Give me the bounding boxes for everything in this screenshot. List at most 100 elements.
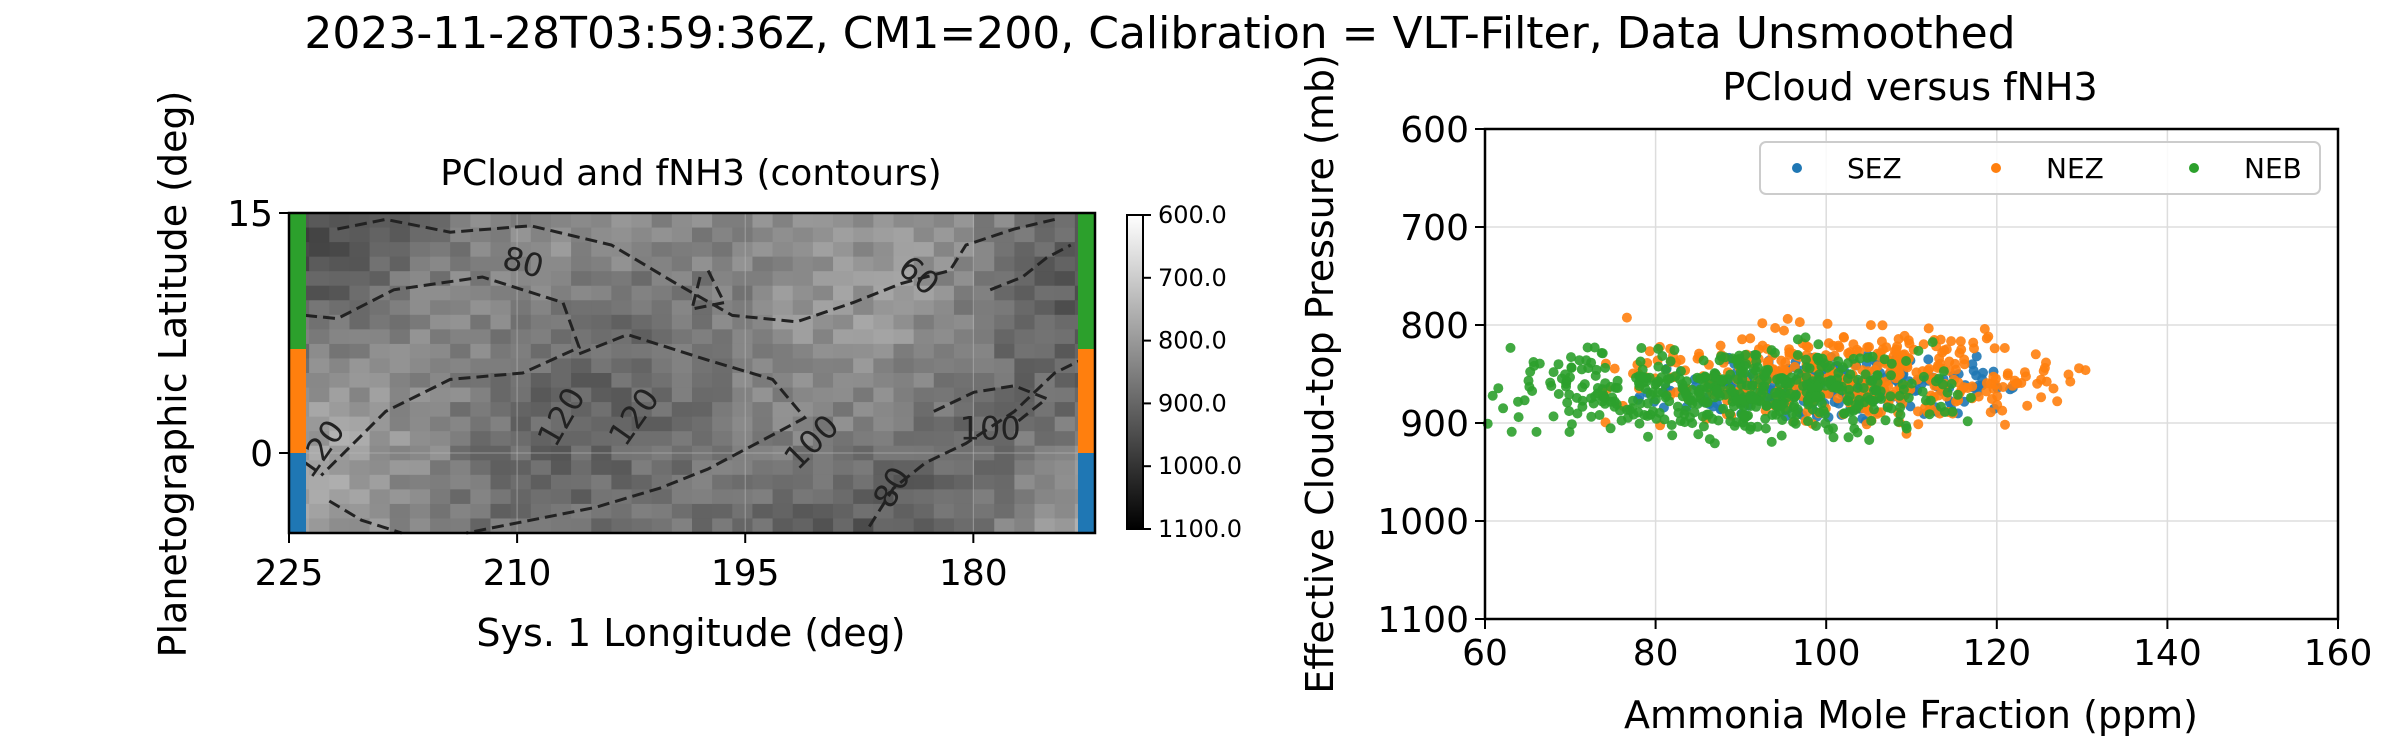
heatmap-cell	[893, 373, 915, 389]
colorbar-tick-label: 700.0	[1158, 264, 1227, 292]
heatmap-cell	[470, 489, 492, 505]
heatmap-cell	[631, 431, 653, 447]
heatmap-cell	[309, 474, 330, 490]
heatmap-cell	[1054, 518, 1076, 534]
heatmap-cell	[853, 329, 874, 345]
heatmap-cell	[409, 503, 431, 520]
heatmap-cell	[792, 460, 814, 476]
heatmap-cell	[349, 387, 371, 403]
y-tick-label: 900	[1400, 404, 1469, 445]
scatter-point-neb	[1669, 345, 1680, 356]
heatmap-cell	[812, 329, 834, 345]
heatmap-cell	[309, 489, 330, 505]
scatter-point-neb	[1820, 380, 1831, 391]
heatmap-cell	[389, 373, 411, 389]
heatmap-x-axis-label: Sys. 1 Longitude (deg)	[476, 611, 905, 655]
scatter-point-neb	[1751, 356, 1762, 367]
scatter-point-neb	[1813, 339, 1824, 350]
heatmap-cell	[853, 387, 874, 403]
heatmap-cell	[530, 256, 552, 272]
scatter-x-ticks: 60 80 100 120 140 160	[1462, 619, 2372, 674]
heatmap-cell	[812, 358, 834, 374]
heatmap-cell	[591, 213, 612, 229]
heatmap-cell	[631, 503, 653, 520]
heatmap-cell	[913, 460, 935, 476]
heatmap-cell	[893, 402, 915, 418]
heatmap-cell	[792, 358, 814, 374]
zone-band-right	[1078, 213, 1095, 349]
heatmap-cell	[329, 329, 351, 345]
scatter-point-neb	[1581, 355, 1592, 366]
heatmap-cell	[772, 431, 794, 447]
heatmap-cell	[651, 358, 673, 374]
heatmap-cell	[812, 402, 834, 418]
heatmap-cell	[550, 329, 572, 345]
heatmap-cell	[974, 227, 995, 243]
scatter-point-nez	[1757, 318, 1768, 329]
heatmap-cell	[631, 358, 653, 374]
scatter-point-nez	[1981, 386, 1992, 397]
heatmap-cell	[470, 431, 492, 447]
heatmap-cell	[450, 474, 471, 490]
scatter-point-nez	[1877, 320, 1888, 331]
heatmap-cell	[510, 474, 532, 490]
scatter-point-neb	[1634, 381, 1645, 392]
heatmap-cell	[833, 242, 854, 258]
heatmap-cell	[430, 489, 451, 505]
heatmap-cell	[752, 285, 774, 301]
heatmap-cell	[913, 518, 935, 534]
heatmap-cell	[309, 373, 330, 389]
heatmap-cell	[913, 285, 935, 301]
heatmap-cell	[530, 416, 552, 432]
scatter-point-neb	[1952, 389, 1963, 400]
heatmap-cell	[409, 227, 431, 243]
heatmap-cell	[1054, 431, 1076, 447]
heatmap-cell	[631, 373, 653, 389]
heatmap-cell	[792, 227, 814, 243]
heatmap-cell	[591, 489, 612, 505]
scatter-point-neb	[1528, 357, 1539, 367]
scatter-point-nez	[1779, 325, 1789, 336]
heatmap-cell	[893, 431, 915, 447]
heatmap-cell	[530, 460, 552, 476]
heatmap-cell	[1014, 285, 1036, 301]
scatter-point-neb	[1811, 391, 1822, 402]
heatmap-cell	[550, 416, 572, 432]
legend-label-sez: SEZ	[1847, 152, 1902, 185]
heatmap-cell	[450, 373, 471, 389]
heatmap-cell	[309, 460, 330, 476]
heatmap-cell	[974, 503, 995, 520]
scatter-point-nez	[1923, 323, 1934, 334]
heatmap-cell	[550, 518, 572, 534]
heatmap-cell	[490, 358, 512, 374]
scatter-point-neb	[1886, 358, 1897, 369]
scatter-point-neb	[1545, 377, 1556, 388]
scatter-point-neb	[1698, 355, 1709, 366]
heatmap-cell	[712, 373, 733, 389]
scatter-point-nez	[1989, 343, 2000, 354]
heatmap-cell	[752, 300, 774, 316]
heatmap-cell	[369, 416, 391, 432]
heatmap-cell	[651, 503, 673, 520]
heatmap-cell	[409, 460, 431, 476]
heatmap-cell	[389, 358, 411, 374]
scatter-point-neb	[1651, 378, 1662, 389]
scatter-point-neb	[1548, 411, 1559, 422]
heatmap-cell	[792, 402, 814, 418]
heatmap-cell	[893, 213, 915, 229]
heatmap-cell	[833, 373, 854, 389]
scatter-point-neb	[1498, 403, 1509, 414]
heatmap-cell	[1014, 343, 1036, 360]
heatmap-cell	[873, 387, 895, 403]
x-tick-label: 225	[255, 553, 324, 594]
scatter-point-neb	[1597, 384, 1608, 395]
scatter-point-neb	[1962, 416, 1973, 427]
heatmap-cell	[732, 373, 754, 389]
heatmap-cell	[812, 256, 834, 272]
heatmap-cell	[550, 373, 572, 389]
heatmap-cell	[853, 271, 874, 287]
heatmap-cell	[994, 358, 1015, 374]
scatter-point-neb	[1946, 378, 1957, 389]
heatmap-cell	[1014, 431, 1036, 447]
